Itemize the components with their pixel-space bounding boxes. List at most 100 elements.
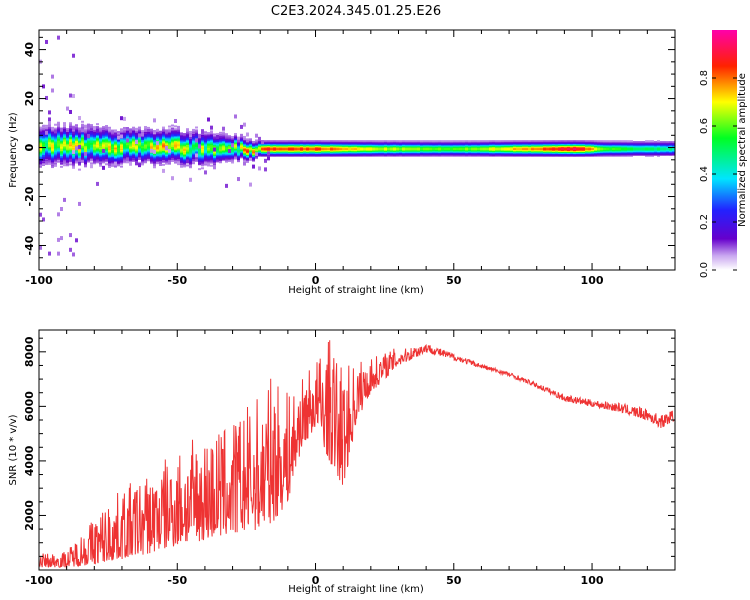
spectrogram-noise-cell [267,156,270,161]
spectrogram-cell [63,122,66,125]
spectrogram-cell [267,140,270,143]
spectrogram-cell [234,132,237,135]
spectrogram-cell [294,140,297,143]
spectrogram-cell [246,138,249,141]
spectrogram-cell [513,140,516,143]
spectrogram-cell [54,123,57,126]
spectrogram-cell [111,129,114,132]
spectrogram-noise-cell [96,128,99,133]
spectrogram-cell [162,163,165,166]
spectrogram-cell [420,140,423,143]
spectrogram-noise-cell [243,122,246,127]
spectrogram-cell [591,140,594,143]
spectrogram-cell [516,140,519,143]
spectrogram-cell [480,140,483,143]
spectrogram-cell [186,128,189,131]
spectrogram-cell [81,160,84,163]
spectrogram-noise-cell [120,134,123,139]
spectrogram-noise-cell [87,134,90,139]
spectrogram-cell [405,140,408,143]
spectrogram-cell [357,140,360,143]
spectrogram-cell [57,121,60,124]
spectrogram-cell [54,164,57,167]
colorbar-tick-label: 0.8 [699,70,710,86]
spectrogram-cell [147,126,150,129]
spectrogram-noise-cell [57,237,60,242]
spectrogram-cell [123,126,126,129]
spectrogram-noise-cell [69,109,72,114]
x-tick-label: 50 [446,574,462,587]
spectrogram-noise-cell [210,125,213,130]
spectrogram-noise-cell [78,145,81,150]
spectrogram-cell [219,133,222,136]
spectrogram-cell [582,140,585,143]
snr-series-line [39,340,675,569]
colorbar: 0.00.20.40.60.8 Normalized spectral ampl… [699,30,748,278]
spectrogram-cell [366,140,369,143]
spectrogram-cell [651,140,654,143]
spectrogram-cell [519,140,522,143]
spectrogram-cell [186,164,189,167]
spectrogram-noise-cell [237,177,240,182]
spectrogram-noise-cell [42,217,45,222]
spectrogram-noise-cell [240,124,243,129]
spectrogram-noise-cell [186,159,189,164]
spectrogram-cell [90,124,93,127]
spectrogram-cell [585,140,588,143]
spectrogram-cell [279,140,282,143]
spectrogram-noise-cell [48,251,51,256]
spectrogram-cell [219,131,222,134]
spectrogram-cell [222,131,225,134]
spectrogram-cell [477,140,480,143]
spectrogram-cell [351,140,354,143]
spectrogram-cell [312,140,315,143]
spectrogram-cell [432,140,435,143]
spectrogram-cell [45,126,48,129]
spectrogram-cell [126,161,129,164]
spectrogram-cell [354,140,357,143]
spectrogram-cell [174,161,177,164]
spectrogram-noise-cell [81,128,84,133]
spectrogram-cell [492,140,495,143]
spectrogram-cell [135,130,138,133]
spectrogram-cell [102,126,105,129]
colorbar-gradient [712,30,737,270]
spectrogram-cell [333,140,336,143]
spectrogram-cell [531,140,534,143]
y-tick-label: 20 [23,91,36,107]
x-tick-label: 0 [312,574,320,587]
spectrogram-cell [87,128,90,131]
spectrogram-noise-cell [57,212,60,217]
spectrogram-noise-cell [153,118,156,123]
spectrogram-noise-cell [201,129,204,134]
spectrogram-noise-cell [66,106,69,111]
spectrogram-cell [555,140,558,143]
spectrogram-cell [540,140,543,143]
spectrogram-cell [285,140,288,143]
spectrogram-cell [447,140,450,143]
spectrogram-cell [438,140,441,143]
spectrogram-cell [60,165,63,168]
spectrogram-cell [507,140,510,143]
spectrogram-cell [168,125,171,128]
spectrogram-cell [510,140,513,143]
spectrogram-cell [231,136,234,139]
spectrogram-cell [108,128,111,131]
colorbar-label: Normalized spectral amplitude [737,73,748,227]
spectrogram-cell [240,133,243,136]
y-tick-label: -20 [23,186,36,206]
spectrogram-cell [288,140,291,143]
spectrogram-noise-cell [204,170,207,175]
spectrogram-cell [78,168,81,171]
spectrogram-noise-cell [72,126,75,131]
spectrogram-cell [666,141,669,144]
spectrogram-cell [93,128,96,131]
spectrogram-noise-cell [222,126,225,131]
spectrogram-noise-cell [264,167,267,172]
x-tick-label: 100 [581,274,604,287]
colorbar-ticks: 0.00.20.40.60.8 [699,70,737,278]
spectrogram-cell [63,124,66,127]
spectrogram-cell [186,130,189,133]
